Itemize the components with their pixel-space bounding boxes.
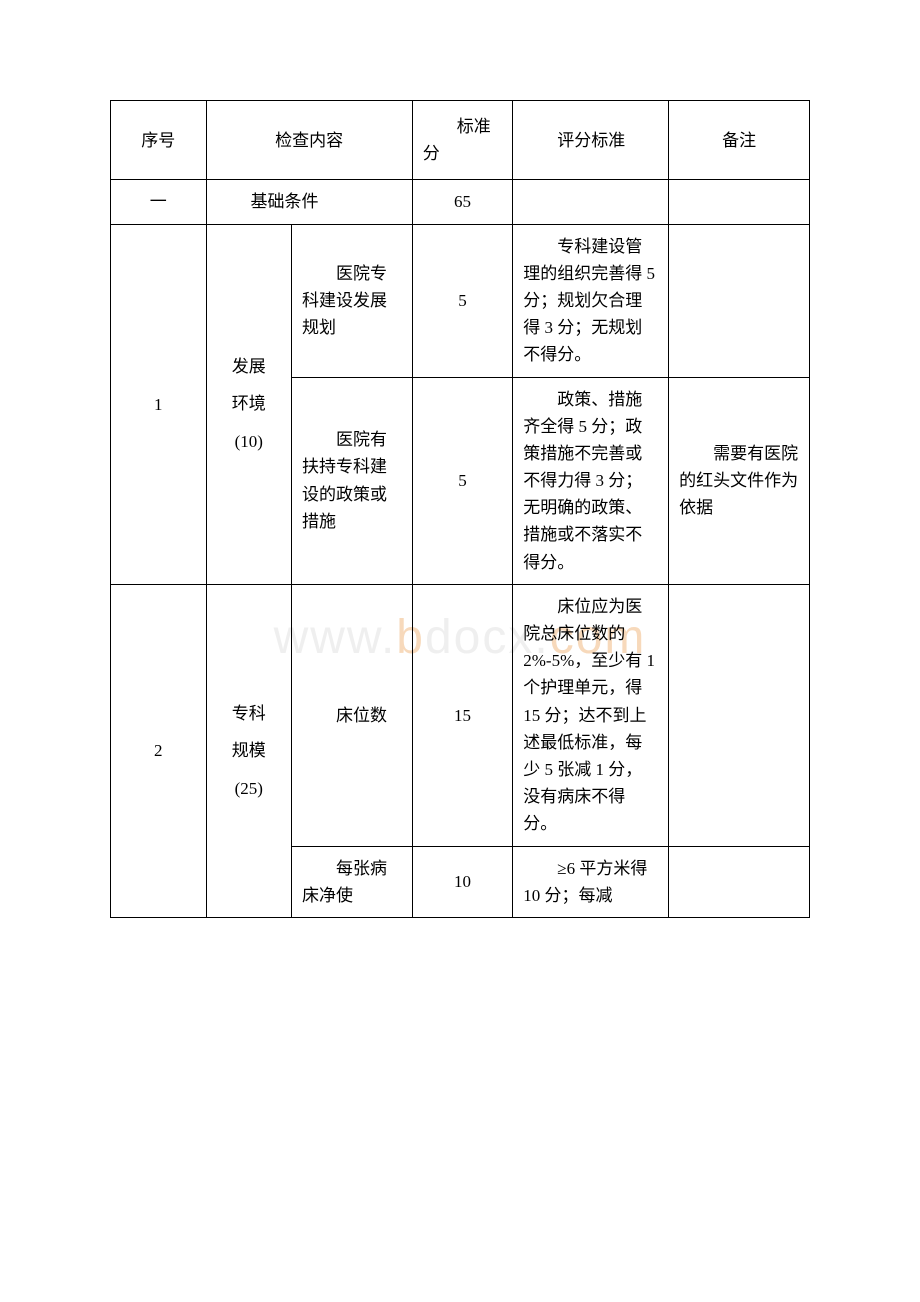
row2-item1-name: 床位数 [292, 584, 413, 846]
section-num: 一 [111, 180, 207, 224]
header-content: 检查内容 [206, 101, 412, 180]
row2-category: 专科 规模 (25) [206, 584, 291, 917]
row2-item1-score: 15 [412, 584, 513, 846]
section-score: 65 [412, 180, 513, 224]
table-header-row: 序号 检查内容 标准分 评分标准 备注 [111, 101, 810, 180]
row1-item1-name: 医院专科建设发展规划 [292, 224, 413, 377]
section-row: 一 基础条件 65 [111, 180, 810, 224]
section-remark-empty [669, 180, 810, 224]
row2-item2-remark [669, 846, 810, 917]
row2-item1-remark [669, 584, 810, 846]
row2-item2-score: 10 [412, 846, 513, 917]
section-criteria-empty [513, 180, 669, 224]
row1-item1-score: 5 [412, 224, 513, 377]
table-row: 1 发展 环境 (10) 医院专科建设发展规划 5 专科建设管理的组织完善得 5… [111, 224, 810, 377]
row1-item2-name: 医院有扶持专科建设的政策或措施 [292, 377, 413, 584]
header-remark: 备注 [669, 101, 810, 180]
section-title: 基础条件 [206, 180, 412, 224]
header-seq: 序号 [111, 101, 207, 180]
header-score: 标准分 [412, 101, 513, 180]
row1-seq: 1 [111, 224, 207, 584]
row2-item1-criteria: 床位应为医院总床位数的 2%-5%，至少有 1 个护理单元，得 15 分；达不到… [513, 584, 669, 846]
row1-item1-criteria: 专科建设管理的组织完善得 5 分；规划欠合理得 3 分；无规划不得分。 [513, 224, 669, 377]
row1-item2-remark: 需要有医院的红头文件作为依据 [669, 377, 810, 584]
row1-item2-criteria: 政策、措施齐全得 5 分；政策措施不完善或不得力得 3 分；无明确的政策、措施或… [513, 377, 669, 584]
row1-category: 发展 环境 (10) [206, 224, 291, 584]
row2-item2-name: 每张病床净使 [292, 846, 413, 917]
row1-item1-remark [669, 224, 810, 377]
row2-item2-criteria: ≥6 平方米得 10 分；每减 [513, 846, 669, 917]
header-criteria: 评分标准 [513, 101, 669, 180]
row1-item2-score: 5 [412, 377, 513, 584]
row2-seq: 2 [111, 584, 207, 917]
evaluation-table: 序号 检查内容 标准分 评分标准 备注 一 基础条件 65 1 发展 环境 (1… [110, 100, 810, 918]
table-row: 2 专科 规模 (25) 床位数 15 床位应为医院总床位数的 2%-5%，至少… [111, 584, 810, 846]
